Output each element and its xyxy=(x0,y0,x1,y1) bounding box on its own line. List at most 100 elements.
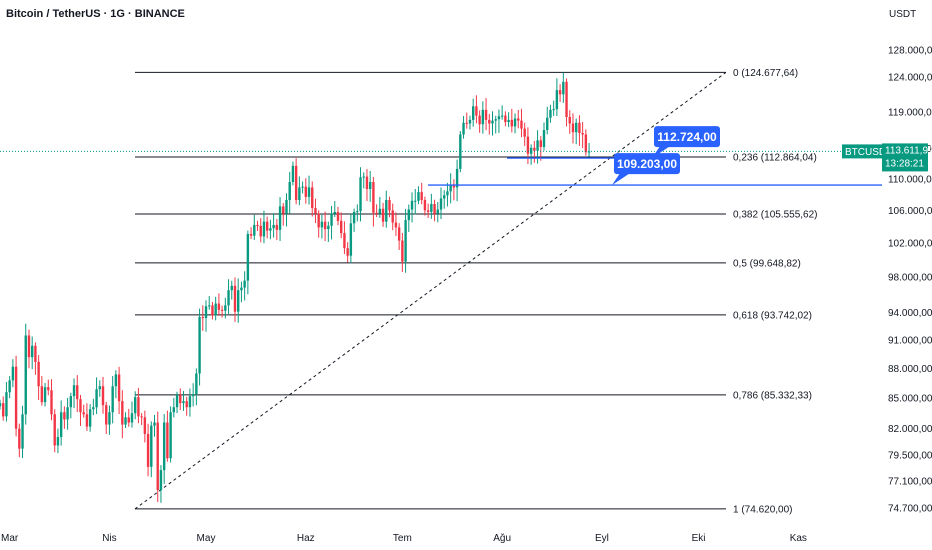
candle xyxy=(114,370,118,399)
candle xyxy=(565,78,568,127)
candle xyxy=(137,387,140,424)
candle xyxy=(79,394,82,426)
candle xyxy=(558,84,562,103)
candle xyxy=(494,115,497,134)
candle xyxy=(172,397,176,418)
candle xyxy=(111,376,114,424)
candle xyxy=(233,277,237,322)
candle xyxy=(59,400,63,446)
candle xyxy=(188,388,192,417)
y-tick-label: 79.500,00 xyxy=(888,451,932,462)
candle xyxy=(455,159,459,202)
candle xyxy=(417,186,420,205)
candle xyxy=(262,210,266,244)
candle xyxy=(433,199,436,222)
candle xyxy=(385,190,388,228)
chart-title: Bitcoin / TetherUS · 1G · BINANCE xyxy=(6,8,185,20)
candle xyxy=(30,336,34,370)
candle xyxy=(14,355,18,437)
price-axis[interactable]: 128.000,00124.000,00119.000,00114.000,00… xyxy=(882,0,932,550)
candle xyxy=(275,219,279,241)
candle xyxy=(568,110,571,134)
candle xyxy=(11,359,15,388)
candle xyxy=(217,293,221,316)
candle xyxy=(336,206,340,226)
candle xyxy=(404,209,407,273)
candle xyxy=(50,379,53,421)
candle xyxy=(497,109,501,133)
candle xyxy=(504,111,507,127)
candle xyxy=(571,113,575,144)
candle xyxy=(195,368,198,406)
x-tick-label: May xyxy=(197,533,216,544)
candle xyxy=(269,219,272,240)
y-tick-label: 128.000,00 xyxy=(888,45,932,56)
candle xyxy=(443,190,446,209)
annotation-callout-2[interactable]: 109.203,00 xyxy=(612,153,680,186)
x-tick-label: Kas xyxy=(790,533,807,544)
candle xyxy=(121,390,124,439)
fib-level-label: 0,786 (85.332,33) xyxy=(733,390,812,401)
candle xyxy=(53,409,56,453)
current-price-tag: BTCUSDT 113.611,99 13:28:21 xyxy=(842,143,932,172)
y-tick-label: 77.100,00 xyxy=(888,477,932,488)
candle xyxy=(34,342,37,375)
y-tick-label: 106.000,00 xyxy=(888,206,932,217)
candle xyxy=(581,121,584,149)
candle xyxy=(130,401,134,428)
price-annotations[interactable]: 112.724,00 109.203,00 xyxy=(428,126,882,186)
candle xyxy=(224,297,227,319)
candle xyxy=(249,227,253,240)
y-tick-label: 124.000,00 xyxy=(888,73,932,84)
candle xyxy=(549,104,552,123)
fibonacci-retracement[interactable]: 0 (124.677,64) 0,236 (112.864,04) 0,382 (1… xyxy=(134,68,818,516)
candle xyxy=(159,465,163,503)
candle xyxy=(101,376,105,414)
y-tick-label: 102.000,00 xyxy=(888,239,932,250)
y-tick-label: 74.700,00 xyxy=(888,504,932,515)
time-axis[interactable]: Mar Nis May Haz Tem Ağu Eyl Eki Kas xyxy=(1,533,807,544)
candle xyxy=(378,196,382,218)
candle xyxy=(98,380,101,397)
candle xyxy=(133,391,137,420)
candle xyxy=(278,197,282,241)
candle xyxy=(150,421,153,478)
candle xyxy=(220,305,224,318)
candle xyxy=(452,179,456,201)
candle xyxy=(27,329,31,369)
fib-level-label: 0,236 (112.864,04) xyxy=(733,153,817,164)
candle xyxy=(88,404,92,432)
annotation-label-1: 112.724,00 xyxy=(657,130,717,144)
candle xyxy=(156,411,159,502)
candle xyxy=(562,72,565,103)
currency-button[interactable]: USDT xyxy=(884,4,928,24)
candle xyxy=(362,172,365,189)
candle xyxy=(439,187,443,219)
candle xyxy=(182,391,185,411)
candle xyxy=(66,397,69,430)
fib-level-label: 1 (74.620,00) xyxy=(733,504,793,515)
fib-level-label: 0 (124.677,64) xyxy=(733,68,798,79)
candle xyxy=(426,203,430,218)
candle xyxy=(5,382,8,422)
y-tick-label: 110.000,00 xyxy=(888,174,932,185)
candle xyxy=(285,193,288,227)
candle xyxy=(517,109,520,129)
candle xyxy=(301,181,304,194)
candle xyxy=(475,95,478,124)
candle xyxy=(449,173,452,204)
candle xyxy=(327,221,330,242)
price-tag-countdown: 13:28:21 xyxy=(885,158,924,169)
fib-level-label: 0,5 (99.648,82) xyxy=(733,258,801,269)
x-tick-label: Ağu xyxy=(493,533,511,544)
candle xyxy=(446,182,449,207)
fib-trend-line[interactable] xyxy=(134,71,727,510)
candle xyxy=(56,428,60,454)
candle xyxy=(349,214,353,264)
x-tick-label: Mar xyxy=(1,533,19,544)
candle xyxy=(488,113,491,135)
candle xyxy=(63,406,66,429)
candle xyxy=(500,105,504,120)
candle xyxy=(352,208,356,232)
